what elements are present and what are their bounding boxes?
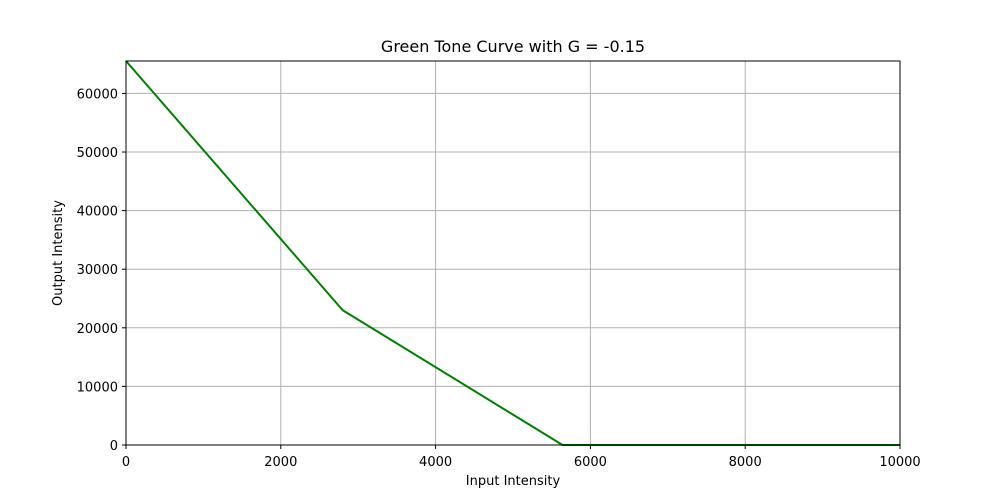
- y-tick-label: 30000: [77, 263, 118, 278]
- y-tick-label: 20000: [77, 322, 118, 337]
- y-tick-label: 40000: [77, 205, 118, 220]
- chart-title: Green Tone Curve with G = -0.15: [381, 37, 645, 56]
- axis-ticks: 0 2000 4000 6000 8000 10000 0 10000 20000 30000 40…: [77, 87, 921, 470]
- x-tick-label: 0: [122, 455, 130, 470]
- y-tick-label: 10000: [77, 380, 118, 395]
- y-tick-label: 50000: [77, 146, 118, 161]
- y-axis-label: Output Intensity: [51, 200, 66, 306]
- x-tick-label: 8000: [729, 455, 762, 470]
- plot-area-frame: [125, 60, 901, 446]
- x-tick-label: 4000: [419, 455, 452, 470]
- y-tick-label: 60000: [77, 87, 118, 102]
- x-tick-label: 2000: [264, 455, 297, 470]
- x-tick-label: 6000: [574, 455, 607, 470]
- x-tick-label: 10000: [879, 455, 920, 470]
- x-axis-label: Input Intensity: [466, 474, 561, 489]
- y-tick-label: 0: [110, 439, 118, 454]
